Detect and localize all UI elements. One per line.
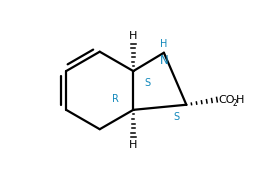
Text: H: H [129,31,137,41]
Text: S: S [145,78,151,88]
Text: R: R [112,94,118,104]
Text: CO: CO [218,95,234,105]
Text: H: H [129,140,137,150]
Text: H: H [160,39,168,49]
Text: N: N [160,54,168,67]
Text: H: H [236,95,244,105]
Text: 2: 2 [233,99,237,108]
Text: S: S [173,112,179,122]
